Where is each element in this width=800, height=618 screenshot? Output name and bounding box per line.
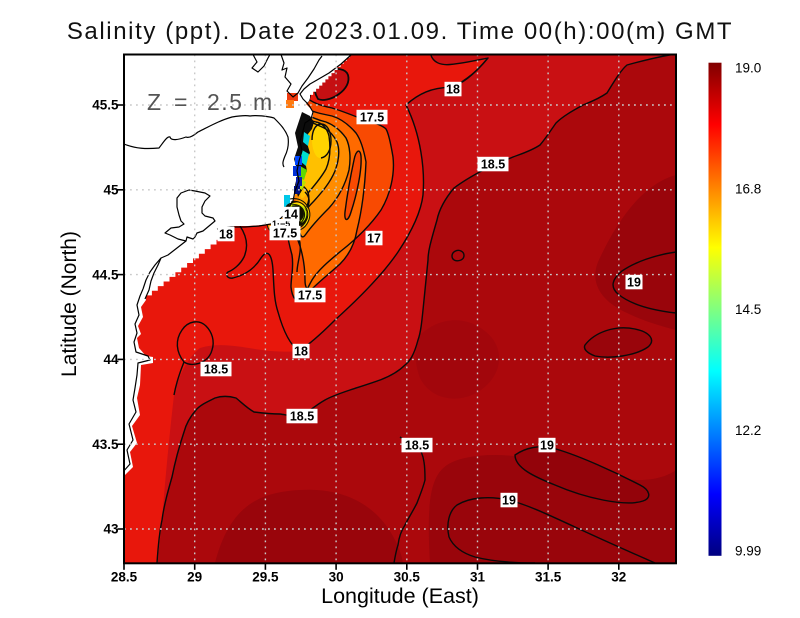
svg-text:17.5: 17.5	[273, 227, 297, 241]
svg-text:17.5: 17.5	[360, 111, 384, 125]
svg-text:44: 44	[103, 352, 119, 367]
svg-text:14: 14	[284, 208, 298, 222]
svg-text:12.2: 12.2	[735, 423, 761, 438]
svg-text:43.5: 43.5	[92, 437, 119, 452]
svg-text:9.99: 9.99	[735, 544, 761, 559]
svg-text:18.5: 18.5	[204, 363, 228, 377]
svg-text:17: 17	[367, 232, 381, 246]
svg-text:Longitude (East): Longitude (East)	[321, 584, 479, 608]
svg-text:18: 18	[219, 228, 233, 242]
svg-text:45: 45	[103, 183, 119, 198]
svg-text:19: 19	[627, 276, 641, 290]
svg-text:16.8: 16.8	[735, 181, 761, 196]
svg-text:43: 43	[103, 522, 119, 537]
svg-text:29: 29	[187, 570, 202, 585]
svg-text:30.5: 30.5	[394, 570, 421, 585]
svg-text:Z: Z	[147, 89, 161, 115]
svg-text:18: 18	[294, 345, 308, 359]
svg-text:Salinity (ppt). Date 2023.01.0: Salinity (ppt). Date 2023.01.09. Time 00…	[67, 18, 733, 45]
svg-text:28.5: 28.5	[111, 570, 138, 585]
svg-text:m: m	[253, 89, 272, 115]
svg-text:45.5: 45.5	[92, 98, 119, 113]
svg-text:32: 32	[611, 570, 626, 585]
svg-text:18: 18	[446, 83, 460, 97]
svg-text:14.5: 14.5	[735, 302, 761, 317]
svg-text:29.5: 29.5	[252, 570, 279, 585]
svg-text:Latitude (North): Latitude (North)	[58, 231, 81, 377]
svg-text:=: =	[174, 89, 187, 115]
svg-text:18.5: 18.5	[290, 410, 314, 424]
svg-text:1·−5: 1·−5	[272, 219, 290, 229]
svg-text:30: 30	[329, 570, 344, 585]
svg-text:17.5: 17.5	[298, 289, 322, 303]
svg-text:18.5: 18.5	[405, 439, 429, 453]
svg-text:31.5: 31.5	[535, 570, 562, 585]
svg-text:18.5: 18.5	[481, 158, 505, 172]
svg-text:19: 19	[502, 494, 516, 508]
svg-text:44.5: 44.5	[92, 267, 119, 282]
svg-text:19.0: 19.0	[735, 61, 761, 76]
svg-text:31: 31	[470, 570, 486, 585]
svg-text:19: 19	[540, 439, 554, 453]
svg-text:2.5: 2.5	[207, 89, 243, 115]
